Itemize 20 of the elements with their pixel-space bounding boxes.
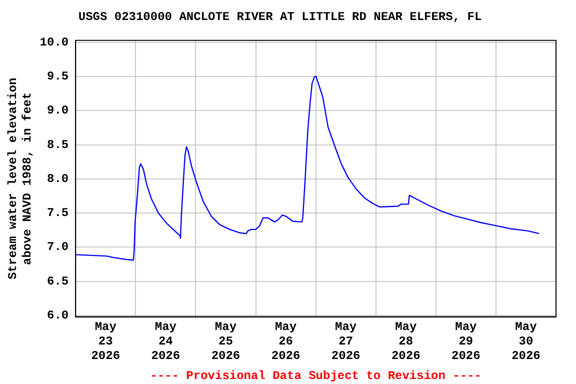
y-tick-label: 10.0 [40,35,69,50]
x-tick-label: May 23 2026 [91,320,120,363]
x-tick-label: May 24 2026 [151,320,180,363]
x-tick-label: May 26 2026 [271,320,300,363]
y-tick-label: 9.0 [46,104,69,118]
y-tick-label: 8.0 [46,172,69,186]
x-tick-label: May 28 2026 [391,320,420,363]
x-tick-label: May 27 2026 [331,320,360,363]
y-tick-label: 6.0 [46,308,69,322]
y-tick-label: 7.0 [46,240,69,254]
y-tick-label: 7.5 [46,206,69,220]
x-tick-label: May 25 2026 [211,320,240,363]
y-axis-title: Stream water level elevation above NAVD 1988, in feet [6,78,35,280]
chart-title: USGS 02310000 ANCLOTE RIVER AT LITTLE RD NEAR ELFERS, FL [78,10,482,24]
y-tick-label: 8.5 [46,138,69,152]
y-tick-label: 6.5 [46,274,69,288]
x-tick-label: May 29 2026 [452,320,480,363]
x-tick-label: May 30 2026 [512,320,540,363]
y-tick-label: 9.5 [46,70,69,84]
text: ---- Provisional Data Subject to Revision ---- [150,369,482,384]
